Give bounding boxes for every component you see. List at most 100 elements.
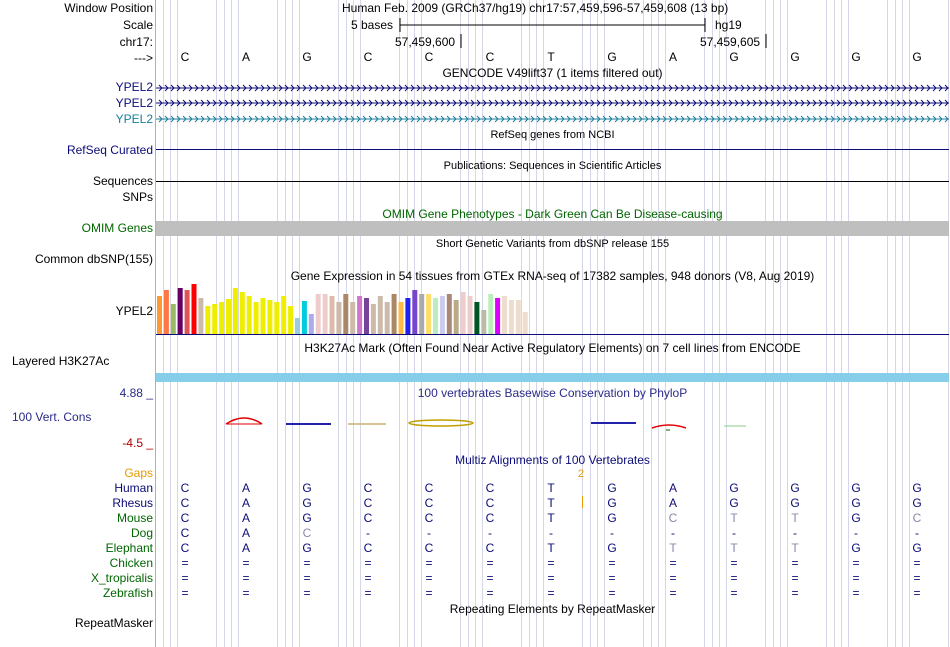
- strand-arrow: [560, 99, 565, 107]
- species-label[interactable]: Rhesus: [112, 496, 153, 510]
- species-label[interactable]: Mouse: [116, 511, 153, 525]
- strand-arrow: [872, 115, 877, 123]
- strand-arrow: [428, 115, 433, 123]
- label-omim-genes[interactable]: OMIM Genes: [81, 221, 153, 235]
- label-layered-h3k27ac[interactable]: Layered H3K27Ac: [12, 354, 110, 368]
- strand-arrow: [488, 99, 493, 107]
- gtex-tissue-bar: [232, 288, 238, 334]
- label-ypel2-1[interactable]: YPEL2: [115, 80, 153, 94]
- repeatmasker-track-title[interactable]: Repeating Elements by RepeatMasker: [449, 602, 656, 616]
- alignment-base: =: [913, 586, 921, 600]
- strand-arrow: [620, 84, 625, 92]
- strand-arrow: [176, 99, 181, 107]
- strand-arrow: [260, 99, 265, 107]
- refseq-gene-line[interactable]: [156, 149, 949, 150]
- gencode-track-title[interactable]: GENCODE V49lift37 (1 items filtered out): [442, 66, 663, 80]
- strand-arrow: [914, 115, 919, 123]
- strand-arrow: [284, 99, 289, 107]
- position-title: Human Feb. 2009 (GRCh37/hg19) chr17:57,4…: [342, 1, 729, 15]
- grid-line: [529, 0, 530, 647]
- strand-arrow: [938, 84, 943, 92]
- scale-bar: [399, 18, 767, 48]
- strand-arrow: [716, 115, 721, 123]
- label-100-vert-cons[interactable]: 100 Vert. Cons: [12, 410, 92, 424]
- dbsnp-track-title[interactable]: Short Genetic Variants from dbSNP releas…: [435, 238, 670, 250]
- strand-arrow: [734, 115, 739, 123]
- label-refseq-curated[interactable]: RefSeq Curated: [66, 143, 153, 157]
- alignment-base: G: [912, 481, 922, 495]
- alignment-base: G: [912, 541, 922, 555]
- alignment-base: =: [303, 556, 311, 570]
- strand-arrow: [908, 84, 913, 92]
- gtex-bar-chart[interactable]: [156, 283, 536, 335]
- strand-arrow: [182, 84, 187, 92]
- label-snps[interactable]: SNPs: [122, 190, 153, 204]
- strand-arrow: [332, 99, 337, 107]
- strand-arrow: [518, 99, 523, 107]
- refseq-track-title[interactable]: RefSeq genes from NCBI: [490, 129, 615, 141]
- strand-arrow: [782, 99, 787, 107]
- strand-arrow: [506, 84, 511, 92]
- strand-arrow: [878, 99, 883, 107]
- strand-arrow: [920, 115, 925, 123]
- strand-arrow: [512, 84, 517, 92]
- alignment-base: =: [364, 556, 372, 570]
- omim-phenotype-bar[interactable]: [156, 221, 949, 236]
- grid-line: [163, 0, 164, 647]
- omim-track-title[interactable]: OMIM Gene Phenotypes - Dark Green Can Be…: [382, 207, 723, 221]
- gencode-transcripts[interactable]: [156, 80, 949, 126]
- sequence-base: G: [790, 50, 800, 64]
- strand-arrow: [902, 99, 907, 107]
- strand-arrow: [608, 115, 613, 123]
- species-label[interactable]: Elephant: [105, 541, 153, 555]
- species-label[interactable]: X_tropicalis: [90, 571, 153, 585]
- strand-arrow: [740, 99, 745, 107]
- label-common-dbsnp[interactable]: Common dbSNP(155): [34, 252, 153, 266]
- gtex-track-title[interactable]: Gene Expression in 54 tissues from GTEx …: [290, 269, 815, 283]
- label-ypel2-gtex[interactable]: YPEL2: [115, 304, 153, 318]
- strand-arrow: [896, 115, 901, 123]
- label-cons-max: 4.88 _: [119, 386, 153, 400]
- gtex-tissue-bar: [439, 296, 445, 334]
- gtex-tissue-bar: [315, 294, 321, 334]
- strand-arrow: [224, 84, 229, 92]
- strand-arrow: [338, 115, 343, 123]
- label-ypel2-2[interactable]: YPEL2: [115, 96, 153, 110]
- phylop-conservation-plot[interactable]: [156, 400, 949, 445]
- strand-arrow: [242, 84, 247, 92]
- gtex-tissue-bar: [267, 300, 273, 334]
- strand-arrow: [614, 115, 619, 123]
- species-label[interactable]: Dog: [130, 526, 153, 540]
- strand-arrow: [896, 99, 901, 107]
- alignment-base: =: [364, 571, 372, 585]
- alignment-base: =: [486, 586, 494, 600]
- strand-arrow: [230, 84, 235, 92]
- publications-track-title[interactable]: Publications: Sequences in Scientific Ar…: [443, 160, 662, 172]
- label-scale: Scale: [122, 18, 153, 32]
- gtex-tissue-bar: [322, 294, 328, 334]
- strand-arrow: [812, 84, 817, 92]
- phylop-track-title[interactable]: 100 vertebrates Basewise Conservation by…: [417, 386, 688, 400]
- grid-line: [238, 0, 239, 647]
- sequence-base: C: [363, 50, 373, 64]
- gtex-tissue-bar: [419, 294, 425, 334]
- strand-arrow: [392, 115, 397, 123]
- strand-arrow: [794, 84, 799, 92]
- strand-arrow: [332, 115, 337, 123]
- strand-arrow: [356, 115, 361, 123]
- species-label[interactable]: Zebrafish: [102, 586, 153, 600]
- h3k27ac-signal[interactable]: [156, 373, 949, 382]
- label-repeatmasker[interactable]: RepeatMasker: [74, 616, 153, 630]
- grid-line: [726, 0, 727, 647]
- gtex-tissue-bar: [502, 296, 507, 334]
- h3k27ac-track-title[interactable]: H3K27Ac Mark (Often Found Near Active Re…: [304, 341, 801, 355]
- species-label[interactable]: Human: [114, 481, 153, 495]
- multiz-track-title[interactable]: Multiz Alignments of 100 Vertebrates: [455, 453, 650, 467]
- label-sequences[interactable]: Sequences: [92, 174, 153, 188]
- strand-arrow: [836, 115, 841, 123]
- species-label[interactable]: Chicken: [109, 556, 153, 570]
- strand-arrow: [572, 115, 577, 123]
- strand-arrow: [836, 84, 841, 92]
- strand-arrow: [770, 84, 775, 92]
- label-ypel2-3[interactable]: YPEL2: [115, 112, 153, 126]
